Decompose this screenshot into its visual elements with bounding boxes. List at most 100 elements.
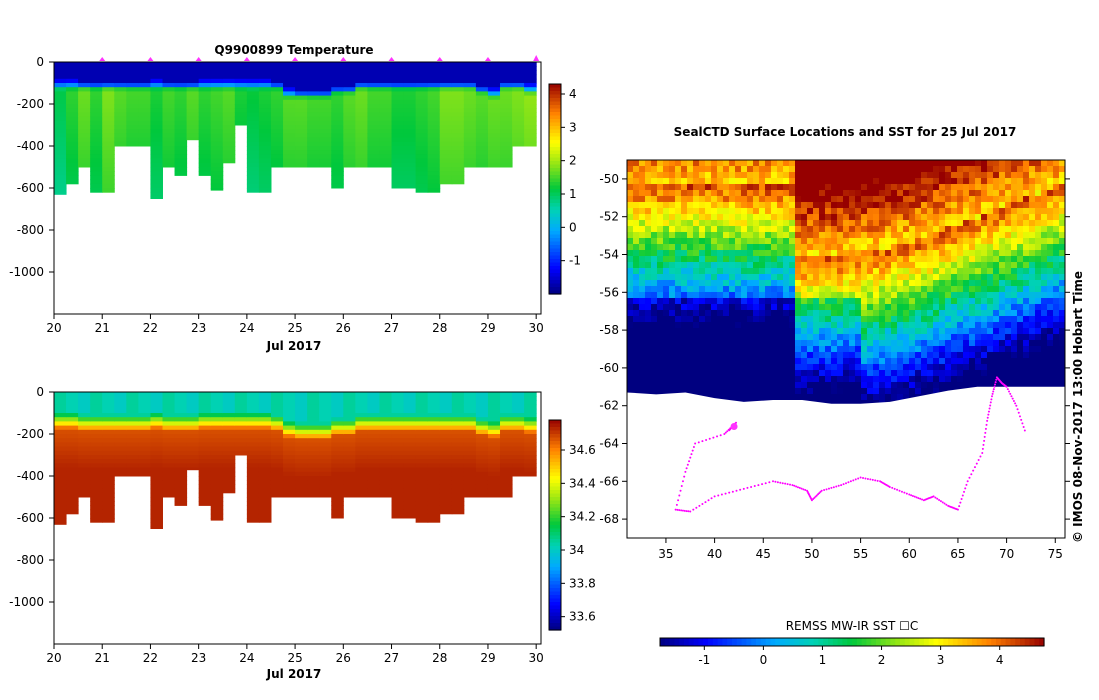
sst-cell <box>1047 322 1054 329</box>
section-cell <box>307 484 320 490</box>
sst-cell <box>807 184 814 191</box>
sst-cell <box>807 274 814 281</box>
sst-cell <box>1017 178 1024 185</box>
section-cell <box>270 421 284 427</box>
section-cell <box>66 104 79 109</box>
sst-cell <box>789 322 796 329</box>
section-cell <box>439 396 453 401</box>
sst-cell <box>1029 232 1036 239</box>
section-cell <box>512 108 525 113</box>
sst-cell <box>819 358 826 365</box>
sst-cell <box>1017 334 1024 341</box>
sst-cell <box>723 328 730 335</box>
sst-cell <box>1053 178 1060 185</box>
sst-cell <box>729 328 736 335</box>
sst-cell <box>771 334 778 341</box>
sst-cell <box>1047 274 1054 281</box>
section-cell <box>355 476 368 481</box>
section-cell <box>234 116 248 122</box>
sst-cell <box>765 328 772 335</box>
section-cell <box>78 150 91 155</box>
section-cell <box>451 95 465 101</box>
sst-cell <box>843 220 850 227</box>
colorbar-swatch <box>549 616 561 621</box>
sst-cell <box>633 172 640 179</box>
sst-cell <box>963 328 970 335</box>
sst-cell <box>843 184 850 191</box>
sst-cell <box>1059 304 1065 311</box>
section-cell <box>246 83 260 88</box>
sst-cell <box>1017 214 1024 221</box>
section-cell <box>463 446 477 452</box>
section-cell <box>162 476 176 481</box>
section-cell <box>174 146 188 151</box>
section-cell <box>150 171 163 176</box>
sst-cell <box>633 166 640 173</box>
sst-cell <box>975 298 982 305</box>
sst-cell <box>837 220 844 227</box>
section-cell <box>451 146 465 151</box>
sst-cell <box>1041 244 1048 251</box>
surface-marker <box>533 55 540 61</box>
section-cell <box>150 158 163 164</box>
sst-cell <box>891 214 898 221</box>
sst-cell <box>747 328 754 335</box>
sst-cell <box>939 172 946 179</box>
section-cell <box>391 125 405 130</box>
section-cell <box>114 62 127 67</box>
section-cell <box>439 158 453 164</box>
y-tick-label: 0 <box>36 385 44 399</box>
section-cell <box>331 421 344 427</box>
section-cell <box>451 501 465 506</box>
section-cell <box>307 463 320 469</box>
section-cell <box>295 455 308 460</box>
sst-cell <box>915 274 922 281</box>
section-cell <box>379 62 393 67</box>
sst-cell <box>921 286 928 293</box>
section-cell <box>126 408 139 414</box>
section-cell <box>174 120 188 126</box>
sst-cell <box>891 292 898 299</box>
colorbar-swatch <box>549 486 561 491</box>
sst-cell <box>801 298 808 305</box>
section-cell <box>319 484 332 490</box>
sst-cell <box>987 238 994 245</box>
sst-cell <box>1029 328 1036 335</box>
section-cell <box>524 78 537 84</box>
section-cell <box>307 404 320 410</box>
section-cell <box>343 429 356 435</box>
sst-cell <box>789 358 796 365</box>
sst-cell <box>867 340 874 347</box>
sst-cell <box>729 274 736 281</box>
sst-cell <box>849 268 856 275</box>
sst-cell <box>777 286 784 293</box>
section-cell <box>210 455 224 460</box>
sst-cell <box>1029 178 1036 185</box>
sst-cell <box>657 316 664 323</box>
sst-cell <box>765 346 772 353</box>
section-cell <box>186 78 200 84</box>
sst-cell <box>891 316 898 323</box>
section-cell <box>102 158 115 164</box>
section-cell <box>174 74 188 80</box>
section-cell <box>54 104 67 109</box>
section-cell <box>319 87 332 92</box>
section-cell <box>270 400 284 406</box>
section-cell <box>319 438 332 443</box>
section-cell <box>210 162 224 168</box>
sst-cell <box>939 232 946 239</box>
sst-cell <box>969 196 976 203</box>
sst-cell <box>969 244 976 251</box>
section-cell <box>451 392 465 397</box>
sst-cell <box>933 322 940 329</box>
sst-cell <box>963 256 970 263</box>
section-cell <box>246 400 260 406</box>
section-cell <box>319 125 332 130</box>
section-cell <box>403 129 417 134</box>
section-cell <box>78 459 91 464</box>
sst-cell <box>819 244 826 251</box>
colorbar-swatch <box>549 588 561 593</box>
sst-cell <box>765 376 772 383</box>
section-cell <box>475 471 489 477</box>
sst-cell <box>783 220 790 227</box>
